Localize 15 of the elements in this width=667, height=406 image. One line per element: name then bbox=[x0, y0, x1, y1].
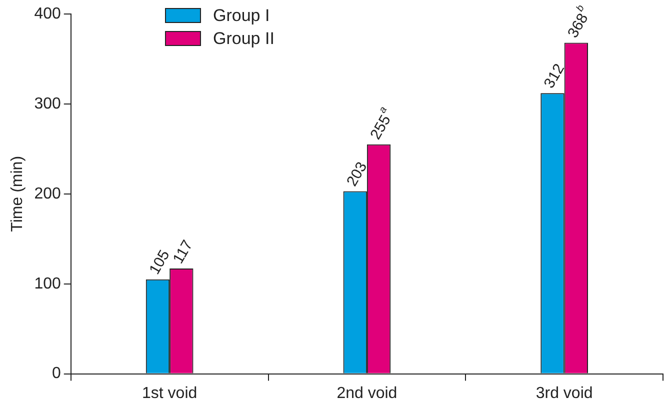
data-label: 368b bbox=[564, 2, 592, 41]
y-tick-label: 400 bbox=[34, 5, 61, 22]
y-tick-label: 0 bbox=[52, 365, 61, 382]
x-tick-label: 1st void bbox=[142, 384, 198, 402]
y-tick-label: 300 bbox=[34, 95, 61, 112]
y-axis-title: Time (min) bbox=[9, 156, 26, 232]
legend-label: Group I bbox=[213, 6, 270, 26]
y-tick-label: 100 bbox=[34, 275, 61, 292]
x-tick-label: 2nd void bbox=[336, 384, 398, 402]
data-label: 312 bbox=[540, 61, 568, 92]
y-tick-label: 200 bbox=[34, 185, 61, 202]
data-label: 255a bbox=[367, 104, 394, 142]
data-label: 203 bbox=[343, 159, 371, 190]
legend-label: Group II bbox=[213, 28, 274, 48]
x-tick-label: 3rd void bbox=[536, 384, 593, 402]
